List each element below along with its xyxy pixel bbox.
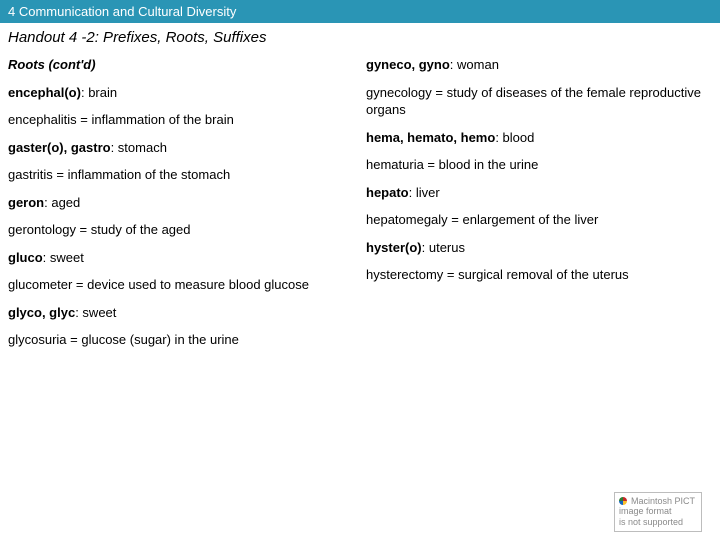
def-geron: : aged (44, 195, 80, 210)
root-glyco: glyco, glyc: sweet (8, 304, 354, 322)
left-column: Roots (cont'd) encephal(o): brain enceph… (8, 46, 354, 359)
def-hema: : blood (495, 130, 534, 145)
root-hepato: hepato: liver (366, 184, 712, 202)
root-gastro: gaster(o), gastro: stomach (8, 139, 354, 157)
ex-encephalitis: encephalitis = inflammation of the brain (8, 111, 354, 129)
roots-subheading: Roots (cont'd) (8, 56, 354, 74)
root-hema: hema, hemato, hemo: blood (366, 129, 712, 147)
term-hema: hema, hemato, hemo (366, 130, 495, 145)
ex-gynecology: gynecology = study of diseases of the fe… (366, 84, 712, 119)
ex-glycosuria: glycosuria = glucose (sugar) in the urin… (8, 331, 354, 349)
root-hystero: hyster(o): uterus (366, 239, 712, 257)
broken-image-line1: Macintosh PICT (631, 496, 695, 506)
ex-hematuria: hematuria = blood in the urine (366, 156, 712, 174)
term-gluco: gluco (8, 250, 43, 265)
content-columns: Roots (cont'd) encephal(o): brain enceph… (0, 46, 720, 359)
term-hystero: hyster(o) (366, 240, 422, 255)
def-hepato: : liver (409, 185, 440, 200)
term-encephalo: encephal(o) (8, 85, 81, 100)
ex-gerontology: gerontology = study of the aged (8, 221, 354, 239)
root-geron: geron: aged (8, 194, 354, 212)
term-gastro: gaster(o), gastro (8, 140, 111, 155)
broken-image-line2: image format (619, 506, 672, 516)
def-glyco: : sweet (75, 305, 116, 320)
def-gyneco: : woman (450, 57, 499, 72)
def-gastro: : stomach (111, 140, 167, 155)
term-hepato: hepato (366, 185, 409, 200)
term-geron: geron (8, 195, 44, 210)
ex-hysterectomy: hysterectomy = surgical removal of the u… (366, 266, 712, 284)
chapter-title: 4 Communication and Cultural Diversity (8, 4, 236, 19)
chapter-header: 4 Communication and Cultural Diversity (0, 0, 720, 23)
term-glyco: glyco, glyc (8, 305, 75, 320)
broken-image-line3: is not supported (619, 517, 683, 527)
ex-gastritis: gastritis = inflammation of the stomach (8, 166, 354, 184)
def-encephalo: : brain (81, 85, 117, 100)
root-gyneco: gyneco, gyno: woman (366, 56, 712, 74)
handout-title: Handout 4 -2: Prefixes, Roots, Suffixes (8, 29, 720, 46)
broken-image-icon (619, 497, 627, 505)
def-hystero: : uterus (422, 240, 465, 255)
broken-image-placeholder: Macintosh PICT image format is not suppo… (614, 492, 702, 532)
root-gluco: gluco: sweet (8, 249, 354, 267)
right-column: gyneco, gyno: woman gynecology = study o… (366, 46, 712, 359)
ex-glucometer: glucometer = device used to measure bloo… (8, 276, 354, 294)
ex-hepatomegaly: hepatomegaly = enlargement of the liver (366, 211, 712, 229)
term-gyneco: gyneco, gyno (366, 57, 450, 72)
def-gluco: : sweet (43, 250, 84, 265)
root-encephalo: encephal(o): brain (8, 84, 354, 102)
